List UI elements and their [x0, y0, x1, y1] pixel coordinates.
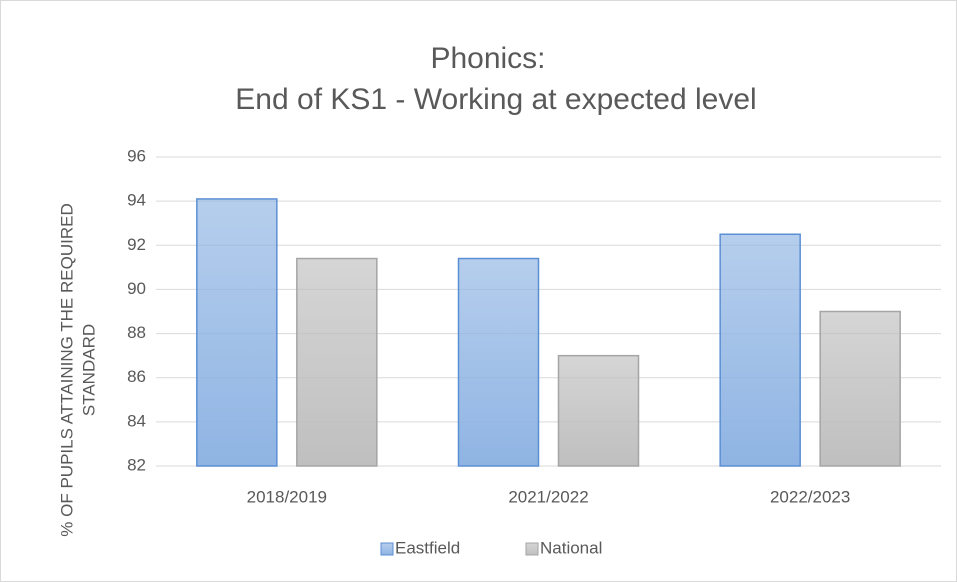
y-axis-label: % OF PUPILS ATTAINING THE REQUIRED STAND…: [57, 203, 98, 536]
x-tick-label: 2021/2022: [508, 487, 588, 506]
y-tick-label: 92: [127, 235, 146, 254]
bar: [557, 354, 640, 467]
y-tick-label: 96: [127, 146, 146, 165]
legend-swatch: [380, 542, 394, 556]
legend-swatch: [525, 542, 539, 556]
bar: [196, 198, 278, 467]
bar: [457, 257, 540, 467]
x-tick-label: 2022/2023: [770, 487, 850, 506]
legend-label: National: [540, 538, 602, 557]
chart-title: End of KS1 - Working at expected level: [235, 83, 756, 116]
bar: [719, 233, 801, 467]
y-tick-label: 88: [127, 323, 146, 342]
legend-label: Eastfield: [395, 538, 460, 557]
y-tick-label: 94: [127, 191, 146, 210]
y-axis-label-line: % OF PUPILS ATTAINING THE REQUIRED: [57, 203, 76, 536]
x-tick-label: 2018/2019: [247, 487, 327, 506]
y-tick-label: 82: [127, 455, 146, 474]
bar: [296, 257, 378, 467]
bar: [819, 310, 901, 467]
y-tick-label: 86: [127, 367, 146, 386]
y-axis-label-line: STANDARD: [79, 324, 98, 416]
chart-title: Phonics:: [430, 42, 545, 75]
y-tick-label: 90: [127, 279, 146, 298]
y-tick-label: 84: [127, 411, 146, 430]
